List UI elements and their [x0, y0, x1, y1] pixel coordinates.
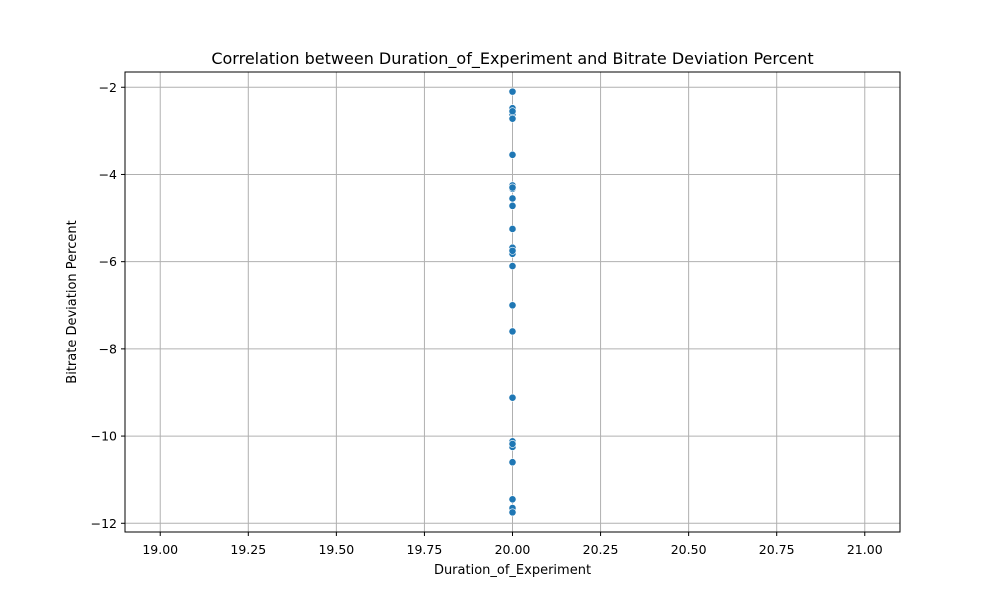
x-tick-label: 20.25	[583, 542, 619, 557]
data-point	[508, 114, 517, 123]
data-point	[508, 262, 517, 270]
data-point	[508, 301, 517, 310]
x-tick-label: 19.25	[230, 542, 266, 557]
data-point	[508, 508, 517, 517]
y-tick-label: −2	[99, 80, 117, 95]
x-tick-label: 19.75	[407, 542, 443, 557]
x-tick-label: 19.00	[142, 542, 178, 557]
x-tick-label: 20.50	[671, 542, 707, 557]
data-point	[508, 225, 517, 233]
y-tick-label: −8	[99, 341, 117, 356]
y-axis-label: Bitrate Deviation Percent	[65, 220, 80, 383]
x-axis-label: Duration_of_Experiment	[434, 563, 591, 578]
data-point	[508, 87, 517, 96]
data-point	[508, 458, 517, 467]
data-point	[508, 393, 517, 402]
data-point	[508, 246, 517, 255]
data-point	[508, 183, 517, 192]
y-axis-ticks: −12 −10 −8 −6 −4 −2	[91, 80, 125, 531]
x-axis-ticks: 19.00 19.25 19.50 19.75 20.00 20.25 20.50 20.75…	[142, 532, 883, 557]
data-point	[508, 201, 517, 210]
y-tick-label: −4	[99, 167, 117, 182]
chart-title: Correlation between Duration_of_Experime…	[211, 49, 813, 69]
x-tick-label: 20.00	[495, 542, 531, 557]
data-point	[508, 440, 517, 448]
x-tick-label: 20.75	[759, 542, 795, 557]
y-tick-label: −12	[91, 516, 117, 531]
data-point	[508, 495, 517, 504]
data-point	[508, 107, 517, 116]
y-tick-label: −6	[99, 254, 117, 269]
data-point	[508, 327, 517, 336]
x-tick-label: 19.50	[318, 542, 354, 557]
x-tick-label: 21.00	[847, 542, 883, 557]
data-points	[508, 87, 517, 517]
y-tick-label: −10	[91, 429, 117, 444]
data-point	[508, 194, 517, 203]
grid	[125, 72, 900, 532]
data-point	[508, 150, 517, 159]
